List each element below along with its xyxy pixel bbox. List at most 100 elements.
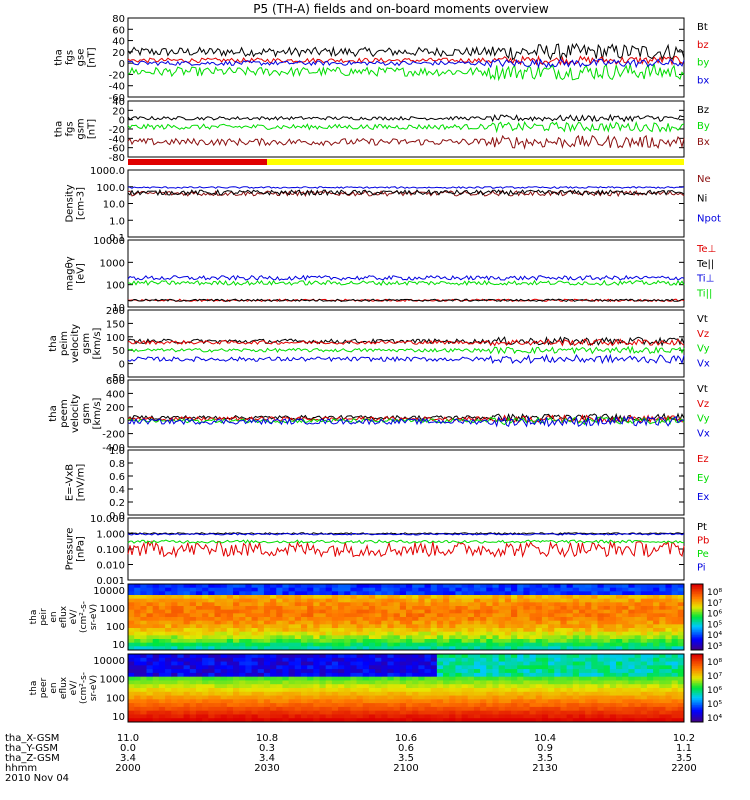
spectrogram-cell [443,691,450,697]
spectrogram-cell [399,672,407,678]
spectrogram-cell [152,699,160,704]
spectrogram-cell [128,684,135,689]
spectrogram-cell [597,657,605,663]
spectrogram-cell [529,584,537,589]
spectrogram-cell [128,598,135,603]
spectrogram-cell [566,706,574,712]
spectrogram-cell [554,584,561,589]
spectrogram-cell [665,628,673,633]
spectrogram-cell [603,714,611,719]
spectrogram-cell [578,665,586,670]
spectrogram-cell [319,609,327,614]
spectrogram-cell [665,617,673,622]
spectrogram-cell [634,617,642,622]
spectrogram-cell [338,606,345,611]
spectrogram-cell [331,609,339,614]
y-axis-label-line: fgs [65,121,76,136]
spectrogram-cell [128,688,135,693]
spectrogram-cell [134,624,141,629]
spectrogram-cell [585,665,592,670]
spectrogram-cell [134,695,141,700]
spectrogram-cell [251,595,259,600]
spectrogram-cell [195,624,203,629]
spectrogram-cell [208,587,215,592]
y-axis-label-line: tha [29,610,39,625]
spectrogram-cell [406,609,413,614]
spectrogram-cell [461,635,469,640]
spectrogram-cell [529,646,537,651]
spectrogram-cell [233,699,240,704]
spectrogram-cell [233,602,240,607]
spectrogram-cell [300,695,308,700]
spectrogram-cell [659,665,666,670]
spectrogram-cell [171,699,178,704]
colorbar-cell [691,711,703,714]
spectrogram-cell [362,609,370,614]
spectrogram-cell [338,672,345,678]
spectrogram-cell [282,584,290,589]
spectrogram-cell [220,628,228,633]
spectrogram-cell [220,606,228,611]
spectrogram-cell [152,628,160,633]
spectrogram-cell [313,587,321,592]
spectrogram-cell [677,624,685,629]
spectrogram-cell [640,703,648,708]
spectrogram-cell [239,672,246,678]
spectrogram-cell [294,695,302,700]
spectrogram-cell [523,642,531,647]
spectrogram-cell [653,613,660,618]
spectrogram-cell [171,635,178,640]
spectrogram-cell [375,635,382,640]
spectrogram-cell [535,691,543,697]
spectrogram-cell [251,598,259,603]
spectrogram-cell [653,718,660,723]
spectrogram-cell [430,628,438,633]
spectrogram-cell [646,602,654,607]
spectrogram-cell [677,602,685,607]
spectrogram-cell [344,584,351,589]
spectrogram-cell [646,646,654,651]
spectrogram-cell [412,609,419,614]
spectrogram-cell [473,617,481,622]
spectrogram-cell [640,684,648,689]
y-tick-label: 10000 [93,656,125,667]
spectrogram-cell [158,706,166,712]
spectrogram-cell [529,684,537,689]
spectrogram-cell [128,624,135,629]
spectrogram-cell [473,587,481,592]
spectrogram-cell [486,688,493,693]
spectrogram-cell [677,661,685,666]
spectrogram-cell [467,591,475,596]
y-axis-label-line: en [49,611,59,622]
spectrogram-cell [140,646,148,651]
spectrogram-cell [282,661,290,666]
spectrogram-cell [362,684,370,689]
spectrogram-cell [609,699,617,704]
spectrogram-cell [399,695,407,700]
spectrogram-cell [331,661,339,666]
panel-frame [127,653,685,723]
spectrogram-cell [677,642,685,647]
spectrogram-cell [195,684,203,689]
spectrogram-cell [597,635,605,640]
spectrogram-cell [325,617,333,622]
spectrogram-cell [128,654,135,659]
spectrogram-cell [492,654,500,659]
spectrogram-cell [375,639,382,644]
spectrogram-cell [226,706,234,712]
spectrogram-cell [677,595,685,600]
spectrogram-cell [276,642,283,647]
spectrogram-cell [517,598,524,603]
spectrogram-cell [517,606,524,611]
spectrogram-cell [443,624,450,629]
spectrogram-cell [393,718,401,723]
spectrogram-cell [554,657,561,663]
spectrogram-cell [609,691,617,697]
spectrogram-cell [603,688,611,693]
spectrogram-cell [486,710,493,715]
spectrogram-cell [424,620,432,625]
spectrogram-cell [233,703,240,708]
spectrogram-cell [671,699,679,704]
spectrogram-cell [406,602,413,607]
spectrogram-cell [356,657,364,663]
